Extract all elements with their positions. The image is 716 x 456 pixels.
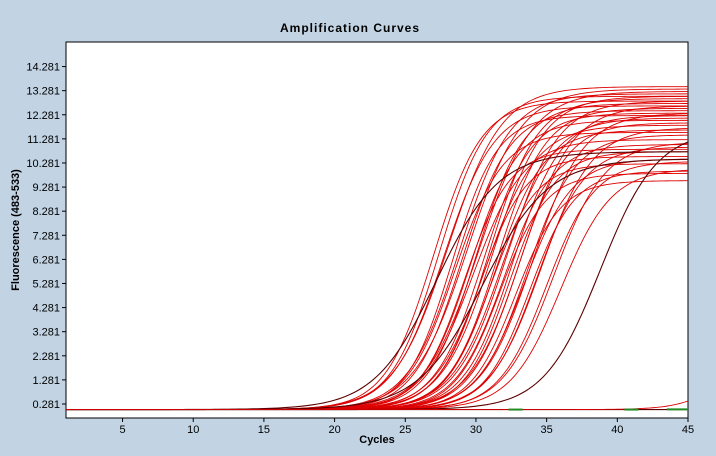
x-tick-label: 40 bbox=[611, 424, 623, 436]
y-tick-label: 11.281 bbox=[27, 134, 60, 146]
x-axis-label: Cycles bbox=[359, 434, 394, 446]
x-tick-label: 45 bbox=[682, 424, 694, 436]
y-tick-label: 6.281 bbox=[32, 254, 60, 266]
y-tick-label: 14.281 bbox=[26, 62, 60, 74]
y-axis: 0.281 1.281 2.281 3.281 4.281 5.281 6.281 7.281… bbox=[26, 62, 66, 411]
y-tick-label: 4.281 bbox=[32, 303, 60, 315]
y-tick-label: 8.281 bbox=[32, 206, 60, 218]
y-axis-label: Fluorescence (483-533) bbox=[10, 169, 22, 291]
y-tick-label: 13.281 bbox=[26, 86, 60, 98]
x-tick-label: 5 bbox=[119, 424, 125, 436]
x-tick-label: 30 bbox=[470, 424, 482, 436]
y-tick-label: 12.281 bbox=[26, 110, 60, 122]
x-tick-label: 20 bbox=[328, 424, 340, 436]
plot-area bbox=[65, 41, 689, 419]
y-tick-label: 3.281 bbox=[32, 327, 60, 339]
y-tick-label: 9.281 bbox=[32, 182, 60, 194]
y-tick-label: 5.281 bbox=[32, 278, 60, 290]
late-rise-curve bbox=[66, 400, 689, 411]
y-tick-label: 1.281 bbox=[32, 375, 60, 387]
y-tick-label: 10.281 bbox=[26, 158, 60, 170]
y-tick-label: 0.281 bbox=[32, 399, 60, 411]
x-tick-label: 35 bbox=[541, 424, 553, 436]
chart-title: Amplification Curves bbox=[280, 21, 420, 35]
x-tick-label: 25 bbox=[399, 424, 411, 436]
x-tick-label: 15 bbox=[258, 424, 270, 436]
curves-group bbox=[66, 86, 689, 411]
x-tick-label: 10 bbox=[187, 424, 199, 436]
x-axis: 5 10 15 20 25 30 35 40 45 bbox=[119, 418, 694, 436]
y-tick-label: 7.281 bbox=[32, 230, 60, 242]
y-tick-label: 2.281 bbox=[32, 351, 60, 363]
